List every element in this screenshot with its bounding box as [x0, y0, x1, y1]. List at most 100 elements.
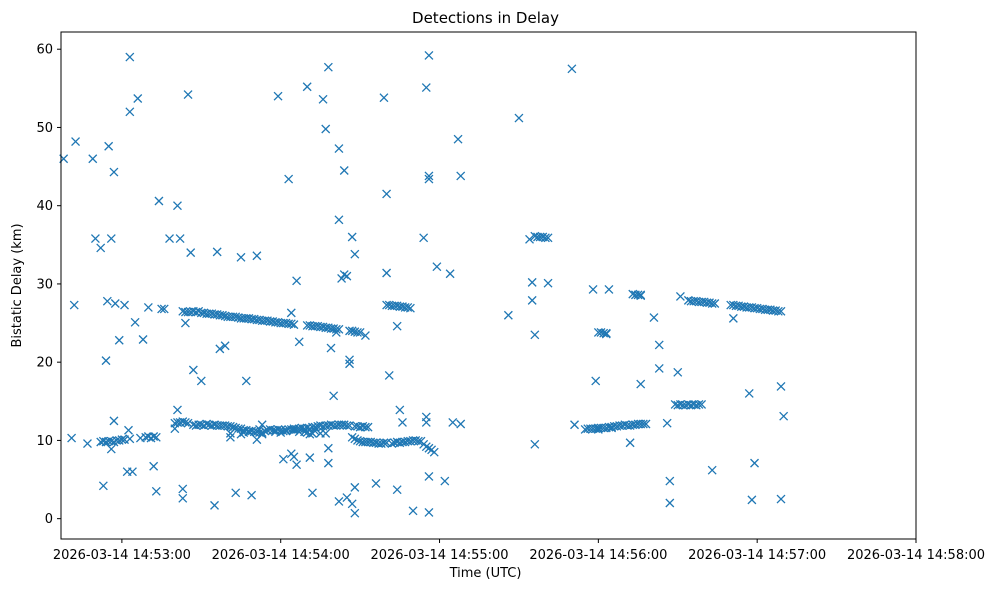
x-axis-ticks: 2026-03-14 14:53:00 2026-03-14 14:54:00 20… [53, 539, 985, 563]
data-point [188, 365, 198, 375]
data-point [109, 437, 119, 447]
data-point [395, 405, 405, 415]
data-point [98, 481, 108, 491]
data-point [88, 154, 98, 164]
data-point [360, 331, 370, 341]
data-point [337, 273, 347, 283]
data-point [90, 234, 100, 244]
data-point [747, 495, 757, 505]
data-point [138, 335, 148, 344]
data-point [220, 341, 230, 351]
data-point [302, 82, 312, 92]
data-point [503, 310, 513, 320]
data-point [289, 452, 299, 462]
data-point [106, 234, 116, 244]
data-point [101, 356, 111, 366]
data-point [588, 284, 598, 294]
data-point [318, 94, 328, 104]
data-point [421, 417, 431, 427]
data-point [398, 417, 407, 427]
data-point [326, 343, 336, 353]
data-point [281, 426, 291, 436]
x-tick-label: 2026-03-14 14:56:00 [529, 548, 667, 563]
data-point [665, 498, 675, 508]
data-point [165, 234, 174, 244]
data-point [183, 418, 193, 428]
data-point [178, 484, 188, 494]
data-point [321, 124, 331, 134]
x-tick-label: 2026-03-14 14:55:00 [370, 548, 508, 563]
data-point [173, 201, 182, 211]
data-point [353, 327, 362, 337]
data-point [421, 442, 431, 452]
data-point [120, 300, 129, 310]
data-point [601, 328, 611, 338]
data-point [408, 506, 418, 516]
x-axis-label: Time (UTC) [449, 566, 522, 581]
data-point [421, 83, 431, 93]
data-point [278, 454, 288, 464]
data-point [654, 363, 664, 373]
data-point [196, 376, 206, 386]
data-point [779, 411, 789, 421]
data-point [334, 324, 344, 334]
data-point [641, 419, 651, 429]
data-point [247, 490, 257, 500]
data-point [750, 458, 759, 468]
data-point [212, 247, 222, 257]
data-point [350, 434, 360, 444]
data-point [342, 271, 352, 281]
data-point [570, 420, 579, 430]
data-point [173, 405, 182, 415]
data-point [286, 308, 296, 318]
data-point [392, 321, 402, 331]
data-point [305, 429, 315, 439]
y-tick-label: 30 [36, 277, 53, 292]
y-tick-label: 10 [36, 434, 53, 449]
data-point [527, 277, 537, 287]
data-point [215, 344, 225, 354]
data-point [106, 444, 116, 454]
data-point [128, 467, 137, 477]
data-point [633, 290, 643, 300]
data-point [675, 291, 685, 301]
data-point [403, 302, 413, 312]
data-points [59, 51, 789, 518]
data-point [124, 425, 133, 435]
data-point [382, 189, 392, 199]
data-point [543, 233, 553, 243]
data-point [424, 171, 434, 181]
data-point [286, 319, 296, 329]
data-point [143, 302, 153, 312]
data-point [257, 428, 267, 438]
data-point [321, 428, 331, 438]
y-tick-label: 20 [36, 356, 53, 371]
data-point [96, 243, 106, 253]
data-point [776, 306, 786, 316]
data-point [236, 429, 246, 439]
data-point [305, 453, 315, 463]
data-point [665, 476, 675, 486]
data-point [638, 419, 648, 429]
data-point [310, 426, 320, 436]
data-point [289, 320, 299, 330]
data-point [530, 439, 540, 449]
data-point [225, 432, 235, 442]
data-point [382, 268, 392, 278]
data-point [125, 434, 135, 444]
data-point [424, 51, 434, 60]
data-point [530, 330, 540, 340]
data-point [347, 232, 357, 242]
data-point [342, 421, 352, 431]
data-point [347, 432, 357, 442]
data-point [456, 419, 466, 429]
data-point [289, 425, 299, 435]
data-point [178, 417, 188, 427]
y-tick-label: 0 [45, 512, 53, 527]
data-point [109, 167, 119, 177]
data-point [157, 304, 167, 314]
data-point [413, 436, 423, 446]
x-tick-label: 2026-03-14 14:53:00 [53, 548, 191, 563]
data-point [225, 428, 235, 438]
data-point [334, 215, 344, 225]
